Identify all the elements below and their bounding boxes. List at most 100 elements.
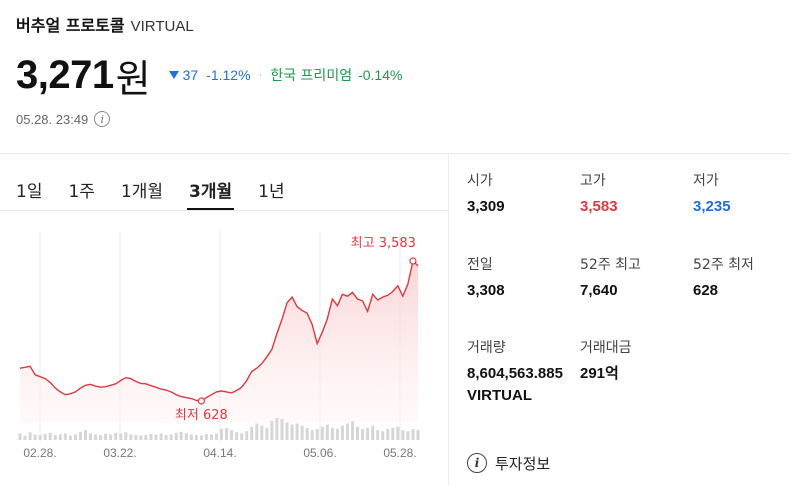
volume-bar (215, 433, 218, 440)
timestamp-row: 05.28. 23:49 i (16, 108, 111, 130)
tabs-underline (0, 210, 448, 211)
volume-bar (43, 433, 47, 440)
down-triangle-icon (168, 71, 179, 79)
x-axis-label: 03.22. (103, 446, 136, 460)
stat-prev: 전일 3,308 (467, 254, 577, 302)
price-chart[interactable]: 최고 3,583 최저 628 02.28. 03.22. 04.14. 05.06. 05… (0, 211, 448, 485)
volume-bar (84, 430, 87, 440)
stat-label: 전일 (467, 257, 493, 273)
volume-bar (104, 433, 108, 440)
volume-bar (199, 435, 203, 440)
volume-bar (396, 426, 400, 440)
vertical-divider (448, 154, 449, 485)
volume-bar (270, 420, 274, 441)
stat-52w-high: 52주 최고 7,640 (580, 254, 690, 302)
stat-label: 고가 (580, 173, 606, 189)
volume-bar (194, 435, 198, 441)
volume-bar (89, 433, 92, 440)
volume-bar (68, 435, 72, 440)
price-change-percent: -1.12% (206, 67, 251, 83)
volume-bar (376, 430, 380, 440)
stat-value: 291억 (580, 365, 619, 382)
volume-bar (275, 418, 279, 440)
volume-bar (320, 426, 324, 440)
volume-bar (411, 429, 415, 440)
volume-bar (58, 434, 62, 440)
volume-bar (300, 425, 304, 440)
volume-bar (225, 427, 229, 440)
volume-bar (139, 435, 143, 440)
volume-bar (124, 432, 128, 440)
x-axis-label: 05.28. (383, 446, 416, 460)
stat-label: 저가 (693, 173, 719, 189)
stat-value: 628 (693, 282, 719, 299)
tab-1m[interactable]: 1개월 (120, 181, 164, 202)
separator-dot: · (258, 68, 263, 82)
stat-low: 저가 3,235 (693, 170, 790, 218)
stat-value: 8,604,563.885VIRTUAL (467, 365, 563, 404)
volume-bar (245, 431, 249, 440)
volume-bar (391, 427, 395, 440)
max-label: 최고 3,583 (351, 236, 416, 251)
volume-bar (79, 431, 82, 441)
volume-bar (184, 433, 188, 440)
volume-bar (73, 434, 77, 440)
coin-symbol: VIRTUAL (130, 18, 194, 35)
x-axis-label: 05.06. (303, 446, 336, 460)
volume-bar (340, 425, 344, 440)
volume-bar (346, 423, 349, 440)
stat-high: 고가 3,583 (580, 170, 690, 218)
volume-bar (315, 429, 319, 440)
price-area (20, 261, 418, 423)
volume-bar (240, 433, 244, 440)
invest-info-link[interactable]: i 투자정보 (467, 451, 550, 475)
volume-bar (23, 435, 27, 440)
volume-bar (159, 433, 163, 440)
volume-bar (220, 429, 223, 440)
stat-label: 52주 최고 (580, 257, 641, 273)
tab-1y[interactable]: 1년 (258, 181, 285, 202)
volume-bar (285, 422, 289, 440)
info-icon: i (467, 453, 487, 473)
volume-bar (144, 435, 148, 441)
volume-bar (174, 432, 178, 440)
volume-bar (154, 434, 158, 440)
volume-bar (290, 424, 294, 440)
volume-bar (386, 429, 390, 440)
volume-bar (401, 430, 405, 440)
stat-value: 7,640 (580, 282, 618, 299)
stat-turnover: 거래대금 291억 (580, 337, 690, 385)
volume-bar (134, 435, 138, 441)
timestamp: 05.28. 23:49 (16, 111, 89, 127)
volume-bar (361, 429, 365, 440)
volume-bar (204, 433, 208, 440)
stat-label: 시가 (467, 173, 493, 189)
volume-bar (63, 433, 67, 440)
stat-label: 52주 최저 (693, 257, 754, 273)
price-chart-svg: 최고 3,583 최저 628 02.28. 03.22. 04.14. 05.06. 05… (18, 231, 420, 460)
tab-1d[interactable]: 1일 (16, 181, 43, 202)
volume-bar (356, 426, 359, 440)
coin-name: 버추얼 프로토콜 (16, 16, 125, 35)
max-marker (409, 257, 417, 265)
stat-52w-low: 52주 최저 628 (693, 254, 790, 302)
stat-value: 3,583 (580, 198, 618, 215)
volume-bar (416, 430, 420, 440)
min-label: 최저 628 (175, 408, 228, 423)
tab-1w[interactable]: 1주 (68, 181, 95, 202)
period-tabs: 1일 1주 1개월 3개월 1년 (16, 170, 311, 210)
volume-bar (265, 427, 269, 440)
volume-bar (255, 423, 259, 440)
info-icon[interactable]: i (94, 111, 111, 127)
volume-bar (209, 434, 213, 440)
stat-open: 시가 3,309 (467, 170, 577, 218)
tab-3m[interactable]: 3개월 (187, 170, 235, 210)
stat-value: 3,235 (693, 198, 731, 215)
volume-bar (18, 433, 22, 440)
volume-bar (53, 435, 57, 441)
divider (0, 153, 790, 154)
volume-bar (114, 432, 118, 440)
volume-bar (366, 427, 370, 440)
price-unit: 원 (115, 56, 151, 101)
x-axis-label: 04.14. (203, 446, 236, 460)
